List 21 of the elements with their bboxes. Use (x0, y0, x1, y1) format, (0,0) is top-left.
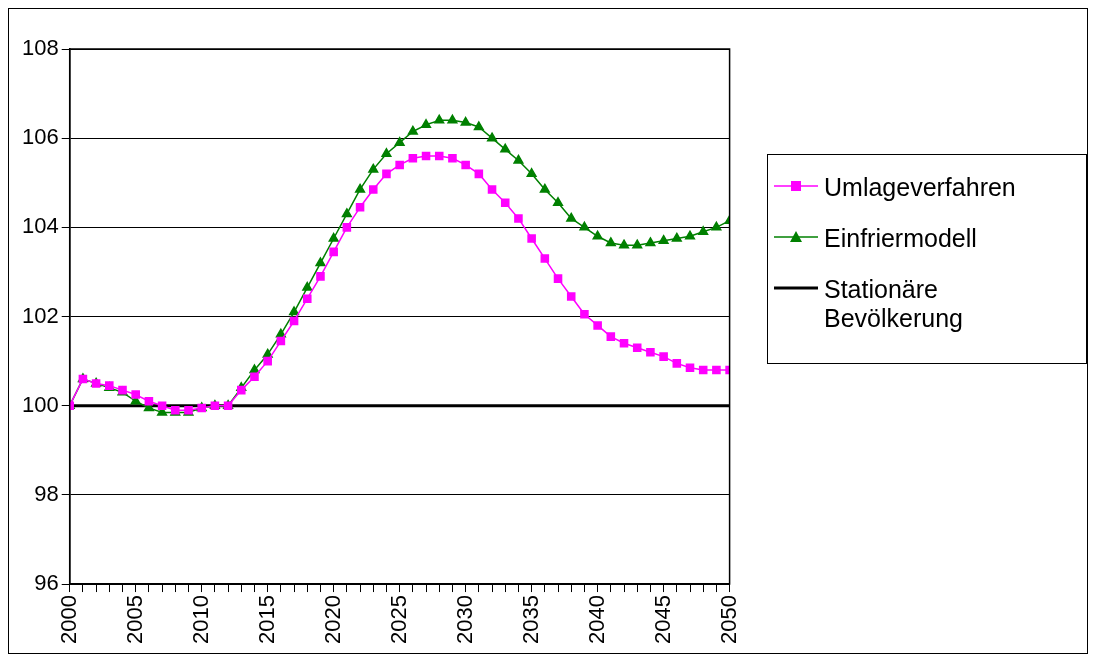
y-tick-label: 104 (21, 213, 59, 239)
x-tick-label: 2000 (55, 595, 81, 645)
x-tick-label: 2045 (649, 595, 675, 645)
y-tick-label: 98 (34, 480, 59, 506)
y-tick-label: 102 (21, 302, 59, 328)
x-tick-label: 2030 (451, 595, 477, 645)
legend-label: Umlageverfahren (824, 173, 1016, 202)
x-tick-label: 2050 (715, 595, 741, 645)
x-tick-label: 2035 (517, 595, 543, 645)
y-tick-label: 100 (21, 391, 59, 417)
legend-label: Einfriermodell (824, 224, 977, 253)
x-tick-label: 2015 (253, 595, 279, 645)
y-tick-label: 108 (21, 35, 59, 61)
y-tick-label: 106 (21, 124, 59, 150)
x-tick-label: 2040 (583, 595, 609, 645)
x-tick-label: 2005 (121, 595, 147, 645)
x-tick-label: 2020 (319, 595, 345, 645)
x-tick-label: 2025 (385, 595, 411, 645)
x-tick-label: 2010 (187, 595, 213, 645)
legend-label: Stationäre Bevölkerung (824, 275, 964, 333)
y-tick-label: 96 (34, 570, 59, 596)
